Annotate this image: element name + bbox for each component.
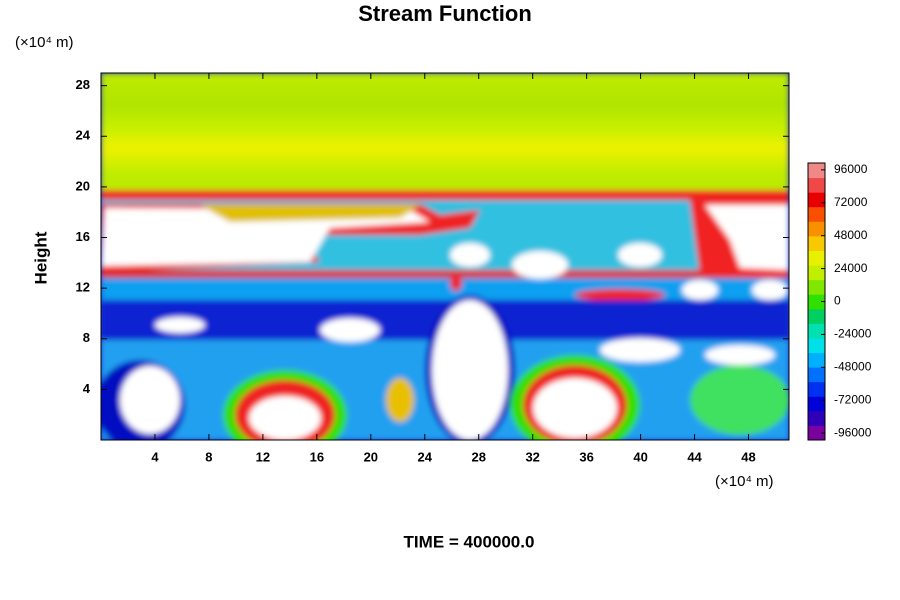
colorbar-tick-label: 72000 <box>834 195 868 209</box>
colorbar-band <box>808 337 825 354</box>
x-tick-label: 32 <box>525 449 539 464</box>
y-tick-label: 12 <box>76 280 90 295</box>
x-tick-label: 8 <box>205 449 212 464</box>
plot-frame <box>100 72 790 441</box>
colorbar-band <box>808 206 825 222</box>
x-tick-label: 16 <box>310 449 324 464</box>
colorbar-band <box>808 250 825 266</box>
colorbar-tick-label: -48000 <box>834 359 872 373</box>
x-tick-label: 4 <box>151 449 159 464</box>
colorbar-band <box>808 425 825 441</box>
x-tick-label: 20 <box>364 449 378 464</box>
colorbar-tick-label: -72000 <box>834 392 872 406</box>
colorbar-tick-label: 48000 <box>834 228 868 242</box>
colorbar-band <box>808 177 825 193</box>
x-tick-label: 40 <box>633 449 647 464</box>
colorbar-tick-label: -96000 <box>834 425 872 439</box>
x-tick-label: 44 <box>687 449 702 464</box>
colorbar-band <box>808 163 825 179</box>
x-tick-label: 48 <box>741 449 755 464</box>
chart-title: Stream Function <box>358 1 532 26</box>
y-tick-label: 8 <box>83 330 90 345</box>
colorbar-tick-label: 0 <box>834 294 841 308</box>
y-tick-label: 16 <box>76 229 90 244</box>
colorbar-band <box>808 279 825 295</box>
x-tick-label: 28 <box>471 449 485 464</box>
colorbar-tick-label: -24000 <box>834 327 872 341</box>
y-tick-label: 24 <box>76 128 91 143</box>
y-label: Height <box>31 231 50 284</box>
colorbar-band <box>808 265 825 281</box>
y-tick-label: 28 <box>76 77 90 92</box>
colorbar-band <box>808 235 825 251</box>
y-tick-label: 4 <box>83 381 91 396</box>
footer: TIME = 400000.0 <box>404 532 535 551</box>
colorbar-tick-label: 96000 <box>834 162 868 176</box>
colorbar-tick-label: 24000 <box>834 261 868 275</box>
colorbar-band <box>808 323 825 339</box>
y-tick-label: 20 <box>76 178 90 193</box>
x-tick-label: 24 <box>418 449 433 464</box>
colorbar-frame <box>807 162 826 441</box>
y-unit: (×10⁴ m) <box>15 34 74 51</box>
colorbar-band <box>808 352 825 368</box>
colorbar-band <box>808 381 825 397</box>
colorbar-band <box>808 410 825 426</box>
colorbar-band <box>808 221 825 237</box>
x-tick-label: 36 <box>579 449 593 464</box>
colorbar-band <box>808 294 825 310</box>
colorbar-band <box>808 308 825 324</box>
field <box>101 73 789 440</box>
colorbar-band <box>808 367 825 383</box>
colorbar-band <box>808 192 825 208</box>
x-unit: (×10⁴ m) <box>715 473 774 490</box>
x-tick-label: 12 <box>256 449 270 464</box>
colorbar-band <box>808 396 825 412</box>
